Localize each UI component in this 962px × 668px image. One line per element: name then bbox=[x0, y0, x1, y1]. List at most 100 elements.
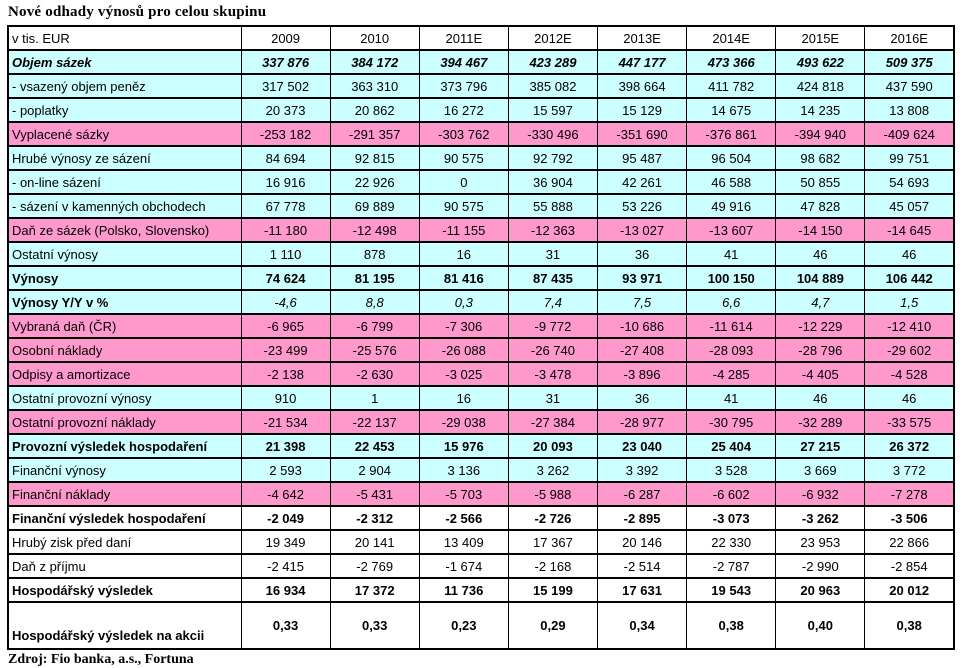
row-label: Ostatní provozní náklady bbox=[7, 409, 242, 435]
row-label: Daň ze sázek (Polsko, Slovensko) bbox=[7, 217, 242, 243]
table-row: Osobní náklady -23 499 -25 576 -26 088 -26 7… bbox=[7, 337, 955, 363]
value-cell: 81 416 bbox=[418, 265, 509, 291]
row-label: Finanční výsledek hospodaření bbox=[7, 505, 242, 531]
value-cell: 27 215 bbox=[775, 433, 866, 459]
value-cell: 92 792 bbox=[507, 145, 599, 171]
value-cell: 473 366 bbox=[686, 49, 777, 75]
value-cell: 337 876 bbox=[240, 49, 331, 75]
value-cell: -376 861 bbox=[686, 121, 777, 147]
value-cell: 31 bbox=[507, 385, 599, 411]
year-column-header: 2009 bbox=[240, 25, 331, 51]
value-cell: -5 431 bbox=[329, 481, 420, 507]
unit-label: v tis. EUR bbox=[7, 25, 242, 51]
value-cell: -7 278 bbox=[864, 481, 955, 507]
value-cell: -6 965 bbox=[240, 313, 331, 339]
value-cell: -5 988 bbox=[507, 481, 599, 507]
value-cell: 398 664 bbox=[596, 73, 688, 99]
table-row: Vybraná daň (ČR) -6 965 -6 799 -7 306 -9 772… bbox=[7, 313, 955, 339]
header-row: v tis. EUR 2009 2010 2011E 2012E 2013E 2014E 2… bbox=[7, 25, 955, 51]
value-cell: 2 904 bbox=[329, 457, 420, 483]
year-column-header: 2011E bbox=[418, 25, 509, 51]
table-row: Ostatní provozní výnosy 910 1 16 31 36 41 46 46 bbox=[7, 385, 955, 411]
row-label: Výnosy bbox=[7, 265, 242, 291]
row-label: - on-line sázení bbox=[7, 169, 242, 195]
value-cell: 36 904 bbox=[507, 169, 599, 195]
value-cell: -12 498 bbox=[329, 217, 420, 243]
value-cell: -14 150 bbox=[775, 217, 866, 243]
value-cell: -351 690 bbox=[596, 121, 688, 147]
value-cell: 104 889 bbox=[775, 265, 866, 291]
year-column-header: 2013E bbox=[596, 25, 688, 51]
value-cell: -12 363 bbox=[507, 217, 599, 243]
value-cell: 411 782 bbox=[686, 73, 777, 99]
table-row: Daň z příjmu -2 415 -2 769 -1 674 -2 168 -2 5… bbox=[7, 553, 955, 579]
value-cell: 11 736 bbox=[418, 577, 509, 603]
value-cell: 98 682 bbox=[775, 145, 866, 171]
value-cell: 69 889 bbox=[329, 193, 420, 219]
value-cell: 373 796 bbox=[418, 73, 509, 99]
value-cell: 20 963 bbox=[775, 577, 866, 603]
row-label: Provozní výsledek hospodaření bbox=[7, 433, 242, 459]
value-cell: -5 703 bbox=[418, 481, 509, 507]
value-cell: 14 235 bbox=[775, 97, 866, 123]
row-label: - sázení v kamenných obchodech bbox=[7, 193, 242, 219]
year-column-header: 2012E bbox=[507, 25, 599, 51]
value-cell: 14 675 bbox=[686, 97, 777, 123]
value-cell: -253 182 bbox=[240, 121, 331, 147]
value-cell: 67 778 bbox=[240, 193, 331, 219]
value-cell: 0,38 bbox=[686, 601, 777, 650]
value-cell: 23 040 bbox=[596, 433, 688, 459]
value-cell: -27 408 bbox=[596, 337, 688, 363]
value-cell: -26 740 bbox=[507, 337, 599, 363]
value-cell: 42 261 bbox=[596, 169, 688, 195]
value-cell: 22 453 bbox=[329, 433, 420, 459]
table-row: - sázení v kamenných obchodech 67 778 69 8… bbox=[7, 193, 955, 219]
value-cell: -2 787 bbox=[686, 553, 777, 579]
value-cell: -27 384 bbox=[507, 409, 599, 435]
value-cell: 423 289 bbox=[507, 49, 599, 75]
value-cell: -11 614 bbox=[686, 313, 777, 339]
value-cell: -6 932 bbox=[775, 481, 866, 507]
value-cell: -4 528 bbox=[864, 361, 955, 387]
value-cell: -13 607 bbox=[686, 217, 777, 243]
value-cell: 20 373 bbox=[240, 97, 331, 123]
value-cell: 41 bbox=[686, 385, 777, 411]
table-row: Ostatní výnosy 1 110 878 16 31 36 41 46 46 bbox=[7, 241, 955, 267]
value-cell: 20 141 bbox=[329, 529, 420, 555]
value-cell: 878 bbox=[329, 241, 420, 267]
value-cell: 447 177 bbox=[596, 49, 688, 75]
value-cell: 363 310 bbox=[329, 73, 420, 99]
value-cell: 46 588 bbox=[686, 169, 777, 195]
value-cell: -29 038 bbox=[418, 409, 509, 435]
table-row: Výnosy Y/Y v % -4,6 8,8 0,3 7,4 7,5 6,6 4,7 1,5 bbox=[7, 289, 955, 315]
row-label: Finanční náklady bbox=[7, 481, 242, 507]
value-cell: 20 146 bbox=[596, 529, 688, 555]
source-note: Zdroj: Fio banka, a.s., Fortuna bbox=[8, 652, 194, 667]
value-cell: 16 bbox=[418, 385, 509, 411]
value-cell: 0,33 bbox=[240, 601, 331, 650]
value-cell: 81 195 bbox=[329, 265, 420, 291]
value-cell: 0,40 bbox=[775, 601, 866, 650]
value-cell: -30 795 bbox=[686, 409, 777, 435]
row-label: Osobní náklady bbox=[7, 337, 242, 363]
table-row: Vyplacené sázky -253 182 -291 357 -303 762-… bbox=[7, 121, 955, 147]
value-cell: 317 502 bbox=[240, 73, 331, 99]
value-cell: 7,5 bbox=[596, 289, 688, 315]
value-cell: 3 392 bbox=[596, 457, 688, 483]
value-cell: 0,34 bbox=[596, 601, 688, 650]
value-cell: -25 576 bbox=[329, 337, 420, 363]
row-label: Ostatní výnosy bbox=[7, 241, 242, 267]
financial-table: v tis. EUR 2009 2010 2011E 2012E 2013E 2014E 2… bbox=[7, 25, 955, 650]
value-cell: -3 506 bbox=[864, 505, 955, 531]
value-cell: 0,29 bbox=[507, 601, 599, 650]
value-cell: -4 405 bbox=[775, 361, 866, 387]
value-cell: -33 575 bbox=[864, 409, 955, 435]
row-label: Hospodářský výsledek na akcii bbox=[7, 601, 242, 650]
table-row: Daň ze sázek (Polsko, Slovensko) -11 180-… bbox=[7, 217, 955, 243]
year-column-header: 2014E bbox=[686, 25, 777, 51]
value-cell: -4 642 bbox=[240, 481, 331, 507]
value-cell: 6,6 bbox=[686, 289, 777, 315]
value-cell: -21 534 bbox=[240, 409, 331, 435]
value-cell: -6 799 bbox=[329, 313, 420, 339]
value-cell: 20 862 bbox=[329, 97, 420, 123]
